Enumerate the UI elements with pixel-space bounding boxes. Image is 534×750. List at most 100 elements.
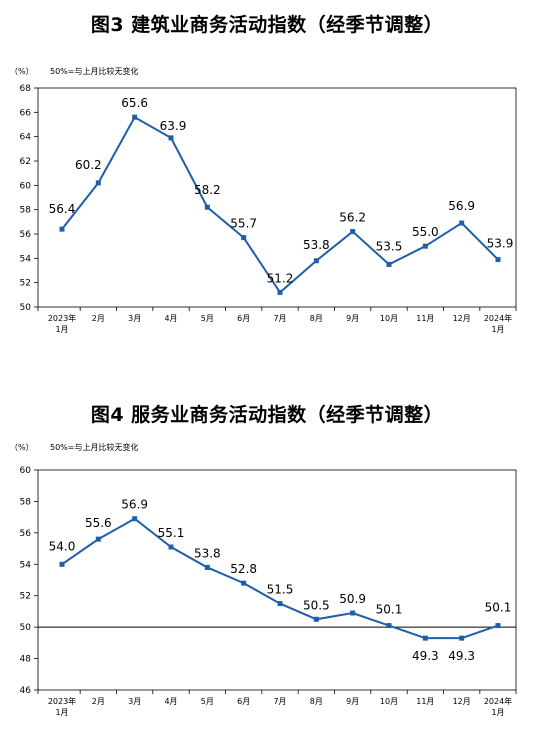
x-tick-label: 11月 [416, 314, 434, 323]
data-point [95, 536, 101, 542]
x-tick-label-line: 7月 [273, 314, 286, 323]
plot-frame [37, 87, 517, 308]
data-label: 53.5 [376, 239, 403, 253]
x-tick-label: 2023年 1月 [48, 696, 76, 717]
data-point [422, 243, 428, 249]
series-line [61, 115, 499, 294]
data-point [241, 235, 247, 241]
data-point [241, 580, 247, 586]
x-tick-label-line: 11月 [416, 697, 434, 706]
y-tick-label: 52 [20, 592, 31, 602]
data-point [277, 289, 283, 295]
x-tick-label-line: 6月 [237, 697, 250, 706]
x-tick-label: 5月 [201, 697, 214, 706]
data-label: 56.9 [121, 498, 148, 512]
data-point [350, 229, 356, 235]
series-line [61, 517, 499, 640]
data-point [350, 610, 356, 616]
x-tick-label-line: 2023年 [48, 313, 76, 323]
x-tick-label: 8月 [310, 314, 323, 323]
x-tick-label-line: 10月 [380, 314, 398, 323]
y-tick-label: 68 [20, 84, 32, 94]
x-tick-label: 11月 [416, 697, 434, 706]
unit-label: （%） [10, 443, 34, 452]
data-label: 55.0 [412, 225, 439, 239]
y-tick-label: 66 [20, 108, 32, 118]
data-label: 56.9 [448, 199, 475, 213]
x-tick-label-line: 4月 [164, 314, 177, 323]
x-tick-label-line: 12月 [453, 314, 471, 323]
data-label: 56.4 [49, 202, 76, 216]
x-tick-label: 4月 [164, 314, 177, 323]
data-point [59, 226, 65, 232]
y-tick-label: 54 [20, 560, 32, 570]
x-tick-label: 7月 [273, 314, 286, 323]
unit-label: （%） [10, 67, 34, 76]
services-chart-svg: （%） 50%=与上月比较无变化 46 48 50 52 54 56 58 60 2023年 1月 2月… [10, 442, 517, 717]
x-tick-label: 10月 [380, 697, 398, 706]
x-tick-label: 2023年 1月 [48, 313, 76, 334]
x-tick-label: 2024年 1月 [484, 696, 512, 717]
services-chart: 图4 服务业商务活动指数（经季节调整） （%） 50%=与上月比较无变化 46 48 5… [0, 390, 534, 750]
x-tick-label: 3月 [128, 314, 141, 323]
data-label: 53.9 [487, 237, 514, 251]
data-point [422, 635, 428, 641]
x-tick-label-line: 2023年 [48, 696, 76, 706]
data-point [313, 258, 319, 264]
y-tick-label: 52 [20, 279, 31, 289]
x-tick-label: 12月 [453, 314, 471, 323]
x-tick-label-line: 11月 [416, 314, 434, 323]
data-label: 52.8 [230, 562, 257, 576]
x-tick-label-line: 8月 [310, 314, 323, 323]
y-tick-label: 48 [20, 655, 32, 665]
x-tick-label-line: 9月 [346, 697, 359, 706]
x-tick-label: 6月 [237, 697, 250, 706]
x-tick-label-line: 4月 [164, 697, 177, 706]
data-label: 51.2 [267, 271, 294, 285]
x-tick-label: 4月 [164, 697, 177, 706]
data-label: 50.1 [376, 603, 403, 617]
chart-title: 图3 建筑业商务活动指数（经季节调整） [90, 14, 444, 36]
data-label: 58.2 [194, 183, 221, 197]
y-tick-label: 62 [20, 157, 31, 167]
data-label: 50.9 [339, 592, 366, 606]
x-tick-label: 9月 [346, 314, 359, 323]
chart-title: 图4 服务业商务活动指数（经季节调整） [90, 404, 444, 426]
x-tick-label: 2月 [92, 314, 105, 323]
x-tick-label-line: 9月 [346, 314, 359, 323]
x-tick-label-line: 2024年 [484, 313, 512, 323]
data-label: 60.2 [75, 158, 102, 172]
x-tick-label: 9月 [346, 697, 359, 706]
data-point [459, 635, 465, 641]
data-point [386, 261, 392, 267]
x-tick-label: 12月 [453, 697, 471, 706]
x-tick-label-line: 1月 [491, 708, 504, 717]
data-label: 54.0 [49, 539, 76, 553]
data-point [277, 601, 283, 607]
y-tick-label: 54 [20, 254, 32, 264]
construction-chart-svg: （%） 50%=与上月比较无变化 50 52 54 56 58 60 62 64 66 68 2023年… [10, 66, 517, 334]
data-label: 50.1 [485, 601, 512, 615]
x-tick-label-line: 2024年 [484, 696, 512, 706]
y-tick-label: 56 [20, 230, 32, 240]
note-label: 50%=与上月比较无变化 [50, 66, 138, 76]
data-label: 55.7 [230, 217, 257, 231]
data-point [495, 623, 501, 629]
y-tick-label: 64 [20, 133, 32, 143]
x-tick-label: 5月 [201, 314, 214, 323]
construction-chart: 图3 建筑业商务活动指数（经季节调整） （%） 50%=与上月比较无变化 50 52 5… [10, 14, 517, 334]
data-label: 53.8 [194, 546, 221, 560]
x-tick-label: 6月 [237, 314, 250, 323]
data-label: 55.1 [158, 526, 185, 540]
data-point [95, 180, 101, 186]
x-tick-label-line: 5月 [201, 314, 214, 323]
x-tick-label: 10月 [380, 314, 398, 323]
x-tick-label: 8月 [310, 697, 323, 706]
x-tick-label-line: 3月 [128, 314, 141, 323]
x-tick-label-line: 12月 [453, 697, 471, 706]
y-tick-label: 50 [20, 623, 32, 633]
y-tick-label: 60 [20, 466, 32, 476]
data-point [132, 114, 138, 120]
x-tick-label: 3月 [128, 697, 141, 706]
x-tick-label-line: 8月 [310, 697, 323, 706]
